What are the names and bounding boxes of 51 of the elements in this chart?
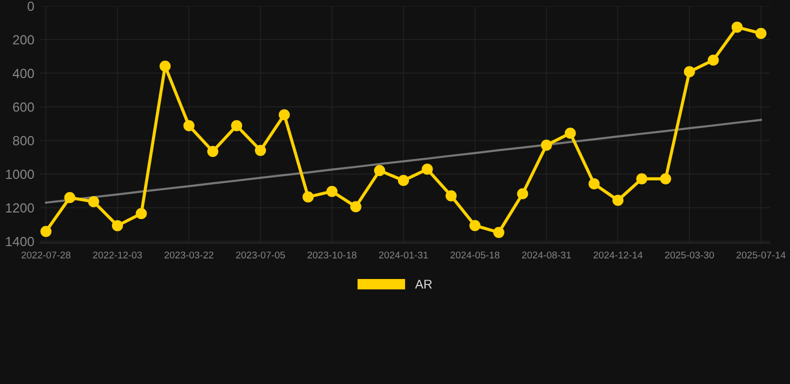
point xyxy=(540,140,552,151)
point xyxy=(136,208,147,220)
y-tick-label: 400 xyxy=(12,68,34,78)
point xyxy=(708,54,719,66)
point xyxy=(636,173,648,184)
point xyxy=(326,186,338,197)
x-tick-label: 2025-03-30 xyxy=(665,252,714,258)
y-tick-label: 1000 xyxy=(6,170,34,179)
point xyxy=(398,174,410,186)
point xyxy=(684,66,695,78)
point xyxy=(446,190,457,202)
point xyxy=(732,22,743,33)
point xyxy=(112,220,124,232)
y-tick-label: 600 xyxy=(13,102,34,112)
point xyxy=(588,178,600,190)
x-tick-label: 2022-12-03 xyxy=(93,252,142,258)
y-tick-label: 1200 xyxy=(6,203,34,213)
x-tick-label: 2025-07-14 xyxy=(736,252,786,258)
point xyxy=(564,128,576,139)
point xyxy=(40,226,52,237)
point xyxy=(88,196,100,208)
x-tick-label: 2023-10-18 xyxy=(308,252,356,258)
y-tick-label: 800 xyxy=(13,136,34,146)
point xyxy=(207,146,218,157)
x-tick-label: 2023-03-22 xyxy=(164,252,214,258)
point xyxy=(278,109,290,120)
point xyxy=(254,144,266,156)
point xyxy=(612,194,624,206)
x-tick-label: 2024-01-31 xyxy=(379,252,428,258)
legend-label: AR xyxy=(415,280,432,288)
y-tick-label: 0 xyxy=(28,2,34,11)
x-tick-label: 2024-08-31 xyxy=(522,252,571,258)
x-tick-label: 2024-12-14 xyxy=(594,252,643,258)
point xyxy=(755,28,766,39)
point xyxy=(302,191,314,202)
point xyxy=(422,164,433,175)
point xyxy=(160,60,171,72)
x-tick-label: 2023-07-05 xyxy=(236,252,285,258)
x-tick-label: 2022-07-28 xyxy=(22,252,70,258)
point xyxy=(183,120,195,132)
point xyxy=(469,220,481,232)
y-tick-label: 1400 xyxy=(6,236,34,246)
point xyxy=(231,120,242,132)
y-tick-label: 200 xyxy=(13,35,34,45)
point xyxy=(350,201,362,212)
point xyxy=(374,165,386,176)
x-tick-label: 2024-05-18 xyxy=(450,252,500,258)
point xyxy=(660,173,672,184)
point xyxy=(517,188,528,200)
point xyxy=(493,226,504,238)
point xyxy=(64,192,76,204)
